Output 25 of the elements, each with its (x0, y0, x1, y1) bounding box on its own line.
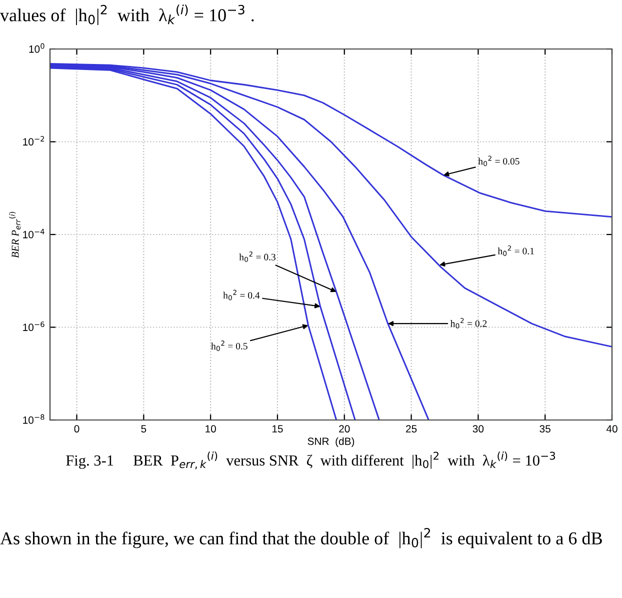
text: Fig. 3-1 BER P$_{err,k}$$^{(i)}$ versus SNR ζ with different |h$_{0}$|$^{2}$ with λ$_{k}$$^{(i)}$ = 10$^{−3}$ (66, 452, 556, 470)
annotation: h$_{0}$$^{2}$ = 0.05 (478, 156, 520, 166)
y-tick-label: 10$^{−4}$ (23, 228, 44, 238)
x-tick-label: 20 (339, 425, 350, 433)
text: As shown in the figure, we can find that the double of |h$_{0}$|$^{2}$ is equivalent to a 6 dB (0, 528, 602, 548)
annotation: h$_{0}$$^{2}$ = 0.4 (223, 290, 260, 300)
x-tick-label: 40 (606, 425, 618, 433)
annotation: h$_{0}$$^{2}$ = 0.3 (239, 252, 276, 262)
annotation: h$_{0}$$^{2}$ = 0.1 (498, 245, 534, 256)
x-tick-label: 0 (74, 425, 80, 433)
x-tick-label: 5 (141, 425, 146, 433)
annotation: h$_{0}$$^{2}$ = 0.2 (450, 318, 487, 328)
x-tick-label: 25 (406, 425, 417, 433)
y-tick-label: 10$^{−2}$ (23, 136, 44, 146)
text: values of |h$_{0}$|$^{2}$ with λ$_{k}$$^{(i)}$ = 10$^{−3}$ . (0, 4, 254, 26)
y-tick-label: 10$^{0}$ (29, 43, 44, 53)
y-axis-title: BER P$_{err}$$^{(i)}$ (9, 212, 20, 258)
x-tick-label: 15 (272, 425, 283, 433)
x-tick-label: 30 (472, 425, 484, 433)
x-tick-label: 35 (540, 425, 550, 433)
annotation: h$_{0}$$^{2}$ = 0.5 (211, 340, 248, 352)
y-tick-label: 10$^{−6}$ (23, 322, 44, 332)
x-tick-label: 10 (206, 425, 216, 433)
x-axis-title: SNR (dB) (308, 437, 354, 448)
y-tick-label: 10$^{−8}$ (23, 414, 44, 424)
